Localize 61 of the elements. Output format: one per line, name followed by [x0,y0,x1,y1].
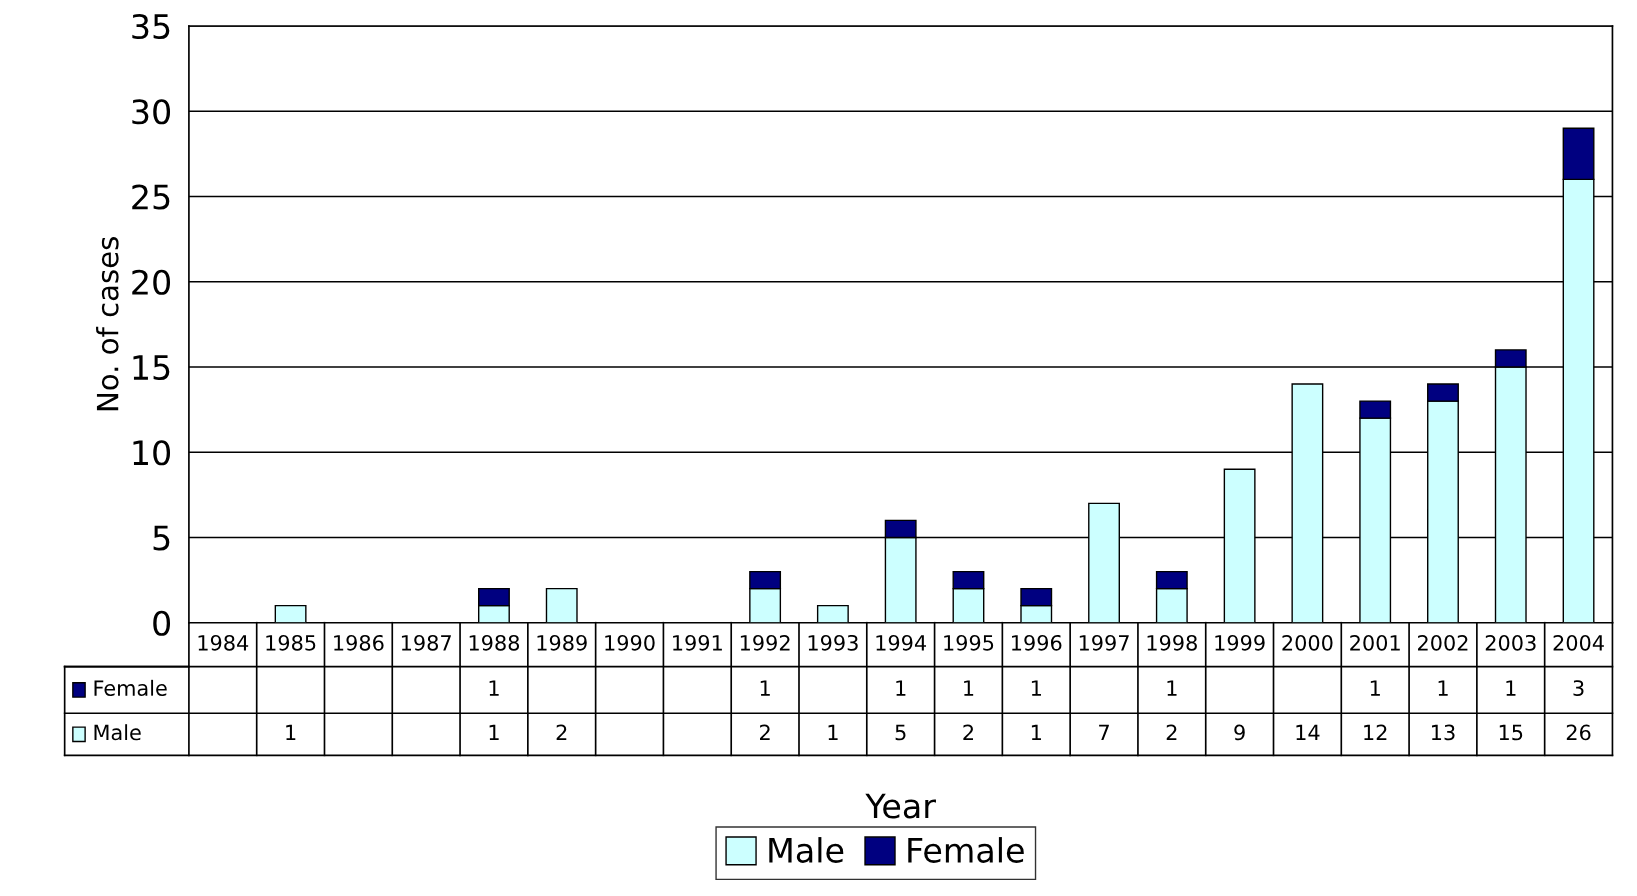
x-tick-label: 1987 [401,634,451,651]
y-tick-label: 5 [153,525,170,551]
data-label: 13 [1432,724,1455,741]
x-tick-label: 1993 [808,634,858,651]
x-tick-label: 1992 [740,634,790,651]
data-label: 1 [896,680,906,696]
data-label: 7 [1099,724,1109,741]
x-tick-label: 2000 [1282,634,1333,651]
data-label: 1 [489,680,499,696]
x-tick-label: 1990 [605,634,655,651]
text: Female [94,679,167,696]
data-label: 1 [1031,724,1041,741]
data-label: 1 [1506,680,1516,696]
data-label: 15 [1499,724,1523,741]
text: Male [769,837,844,863]
x-tick-label: 1986 [334,634,384,651]
x-tick-label: 1989 [537,634,587,651]
x-tick-label: 1985 [266,634,316,651]
data-label: 2 [760,724,770,741]
data-label: 1 [1167,680,1177,696]
x-tick-label: 1998 [1147,634,1197,651]
data-label: 14 [1296,724,1320,741]
data-label: 2 [1166,724,1177,741]
x-tick-label: 1997 [1079,634,1129,651]
x-tick-label: 1999 [1215,634,1265,651]
x-tick-label: 2002 [1417,634,1468,651]
x-tick-label: 2004 [1553,634,1604,651]
y-tick-label: 15 [133,355,170,381]
data-label: 2 [963,724,974,741]
data-label: 1 [1370,680,1380,696]
x-tick-label: 1988 [469,634,520,651]
legend-label: Female [908,837,1024,863]
x-tick-label: 1996 [1012,634,1062,651]
y-tick-label: 20 [132,269,171,295]
y-tick-label: 35 [132,13,170,40]
x-axis-title: Year [865,793,936,819]
x-tick-label: 2001 [1350,634,1400,651]
data-label: 1 [1031,680,1041,696]
data-label: 1 [1438,680,1448,696]
x-tick-label: 1995 [944,634,994,651]
data-label: 1 [760,680,770,696]
x-tick-label: 1984 [198,634,249,651]
data-label: 9 [1234,724,1245,741]
y-tick-label: 25 [132,184,170,210]
data-label: 2 [556,724,567,741]
data-label: 5 [895,724,906,741]
data-label: 12 [1364,724,1387,741]
y-tick-label: 10 [133,440,171,466]
y-tick-label: 30 [132,99,171,125]
data-label: 1 [828,724,838,741]
data-label: 1 [286,724,296,741]
data-label: 1 [489,724,499,741]
y-tick-label: 0 [153,610,171,636]
x-tick-label: 1991 [673,634,722,651]
data-label: 3 [1573,680,1584,696]
x-tick-label: 1994 [876,634,927,651]
data-label: 1 [964,680,974,696]
x-tick-label: 2003 [1485,634,1536,651]
y-axis-title: No. of cases [96,237,119,411]
data-label: 26 [1566,724,1591,741]
legend-label: Male [94,724,141,741]
